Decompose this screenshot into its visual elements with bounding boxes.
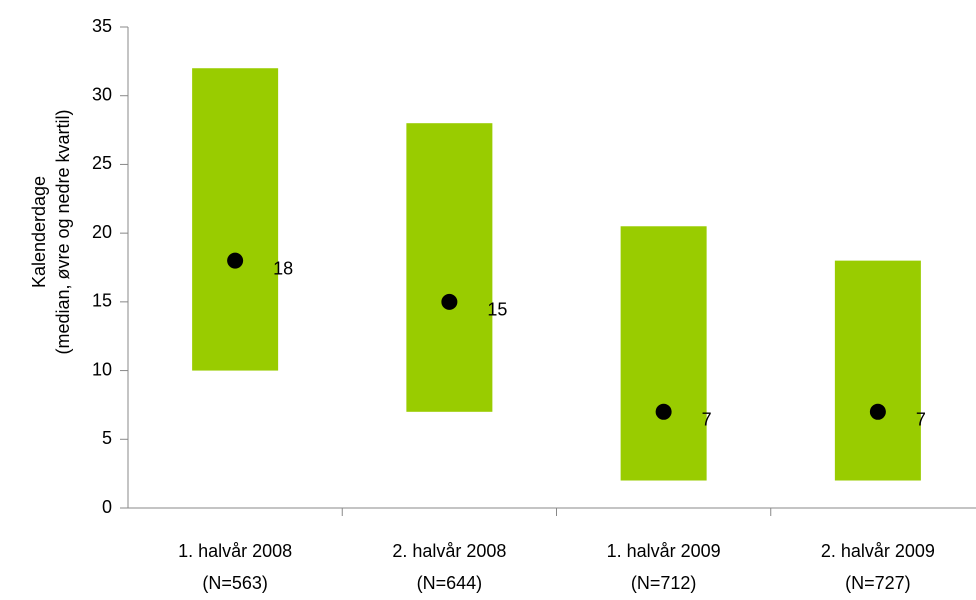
median-marker bbox=[869, 403, 886, 420]
y-tick-label: 5 bbox=[102, 428, 112, 448]
y-tick-label: 10 bbox=[92, 359, 112, 379]
x-tick-label: (N=563) bbox=[202, 573, 268, 593]
median-label: 7 bbox=[702, 410, 712, 430]
x-tick-label: 1. halvår 2008 bbox=[178, 541, 292, 561]
x-tick-label: (N=727) bbox=[845, 573, 911, 593]
y-tick-label: 35 bbox=[92, 16, 112, 36]
median-marker bbox=[441, 293, 458, 310]
y-tick-label: 25 bbox=[92, 153, 112, 173]
range-bar bbox=[192, 68, 279, 371]
y-tick-label: 20 bbox=[92, 222, 112, 242]
range-bar bbox=[406, 123, 493, 412]
x-tick-label: 1. halvår 2009 bbox=[607, 541, 721, 561]
x-tick-label: 2. halvår 2009 bbox=[821, 541, 935, 561]
y-tick-label: 15 bbox=[92, 291, 112, 311]
x-tick-label: (N=712) bbox=[631, 573, 697, 593]
median-marker bbox=[655, 403, 672, 420]
range-bar bbox=[620, 226, 707, 481]
range-bar bbox=[834, 260, 921, 481]
median-label: 18 bbox=[273, 258, 293, 278]
median-marker bbox=[227, 252, 244, 269]
x-tick-label: (N=644) bbox=[417, 573, 483, 593]
y-axis-label: (median, øvre og nedre kvartil) bbox=[53, 109, 73, 354]
y-tick-label: 30 bbox=[92, 84, 112, 104]
median-label: 7 bbox=[916, 410, 926, 430]
y-tick-label: 0 bbox=[102, 497, 112, 517]
y-axis-label: Kalenderdage bbox=[29, 176, 49, 288]
median-label: 15 bbox=[487, 300, 507, 320]
x-tick-label: 2. halvår 2008 bbox=[392, 541, 506, 561]
